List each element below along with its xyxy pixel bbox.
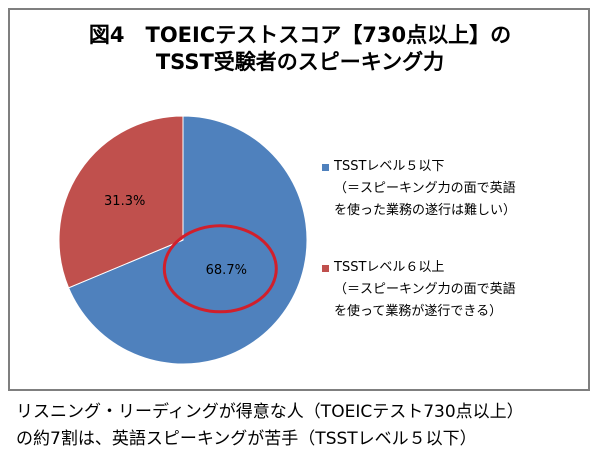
- legend-label-level6-or-above: TSSTレベル６以上: [334, 260, 445, 275]
- data-label-level5-or-below: 68.7%: [206, 263, 247, 278]
- caption: リスニング・リーディングが得意な人（TOEICテスト730点以上） の約7割は、…: [16, 399, 596, 453]
- legend-label-level5-or-below: TSSTレベル５以下: [334, 159, 445, 174]
- legend-item-level5-or-below: TSSTレベル５以下 （＝スピーキング力の面で英語 を使った業務の遂行は難しい）: [322, 156, 582, 222]
- chart-title-line-1: 図4 TOEICテストスコア【730点以上】の: [88, 23, 512, 47]
- caption-line-2: の約7割は、英語スピーキングが苦手（TSSTレベル５以下）: [16, 429, 477, 449]
- legend-desc-level6-or-above-line-2: を使って業務が遂行できる）: [334, 304, 503, 319]
- highlight-circle: [162, 224, 278, 314]
- legend-desc-level5-or-below-line-1: （＝スピーキング力の面で英語: [334, 181, 516, 196]
- chart-title-line-2: TSST受験者のスピーキング力: [155, 50, 445, 74]
- caption-line-1: リスニング・リーディングが得意な人（TOEICテスト730点以上）: [16, 402, 524, 422]
- legend-swatch-level5-or-below: [322, 164, 329, 171]
- pie-slice-level5-or-below: [67, 115, 308, 365]
- legend-swatch-level6-or-above: [322, 265, 329, 272]
- pie-slice-level6-or-above: [58, 115, 184, 289]
- legend-desc-level6-or-above-line-1: （＝スピーキング力の面で英語: [334, 282, 516, 297]
- legend-item-level6-or-above: TSSTレベル６以上 （＝スピーキング力の面で英語 を使って業務が遂行できる）: [322, 257, 582, 323]
- legend-desc-level5-or-below-line-2: を使った業務の遂行は難しい）: [334, 203, 517, 218]
- data-label-level6-or-above: 31.3%: [104, 194, 145, 209]
